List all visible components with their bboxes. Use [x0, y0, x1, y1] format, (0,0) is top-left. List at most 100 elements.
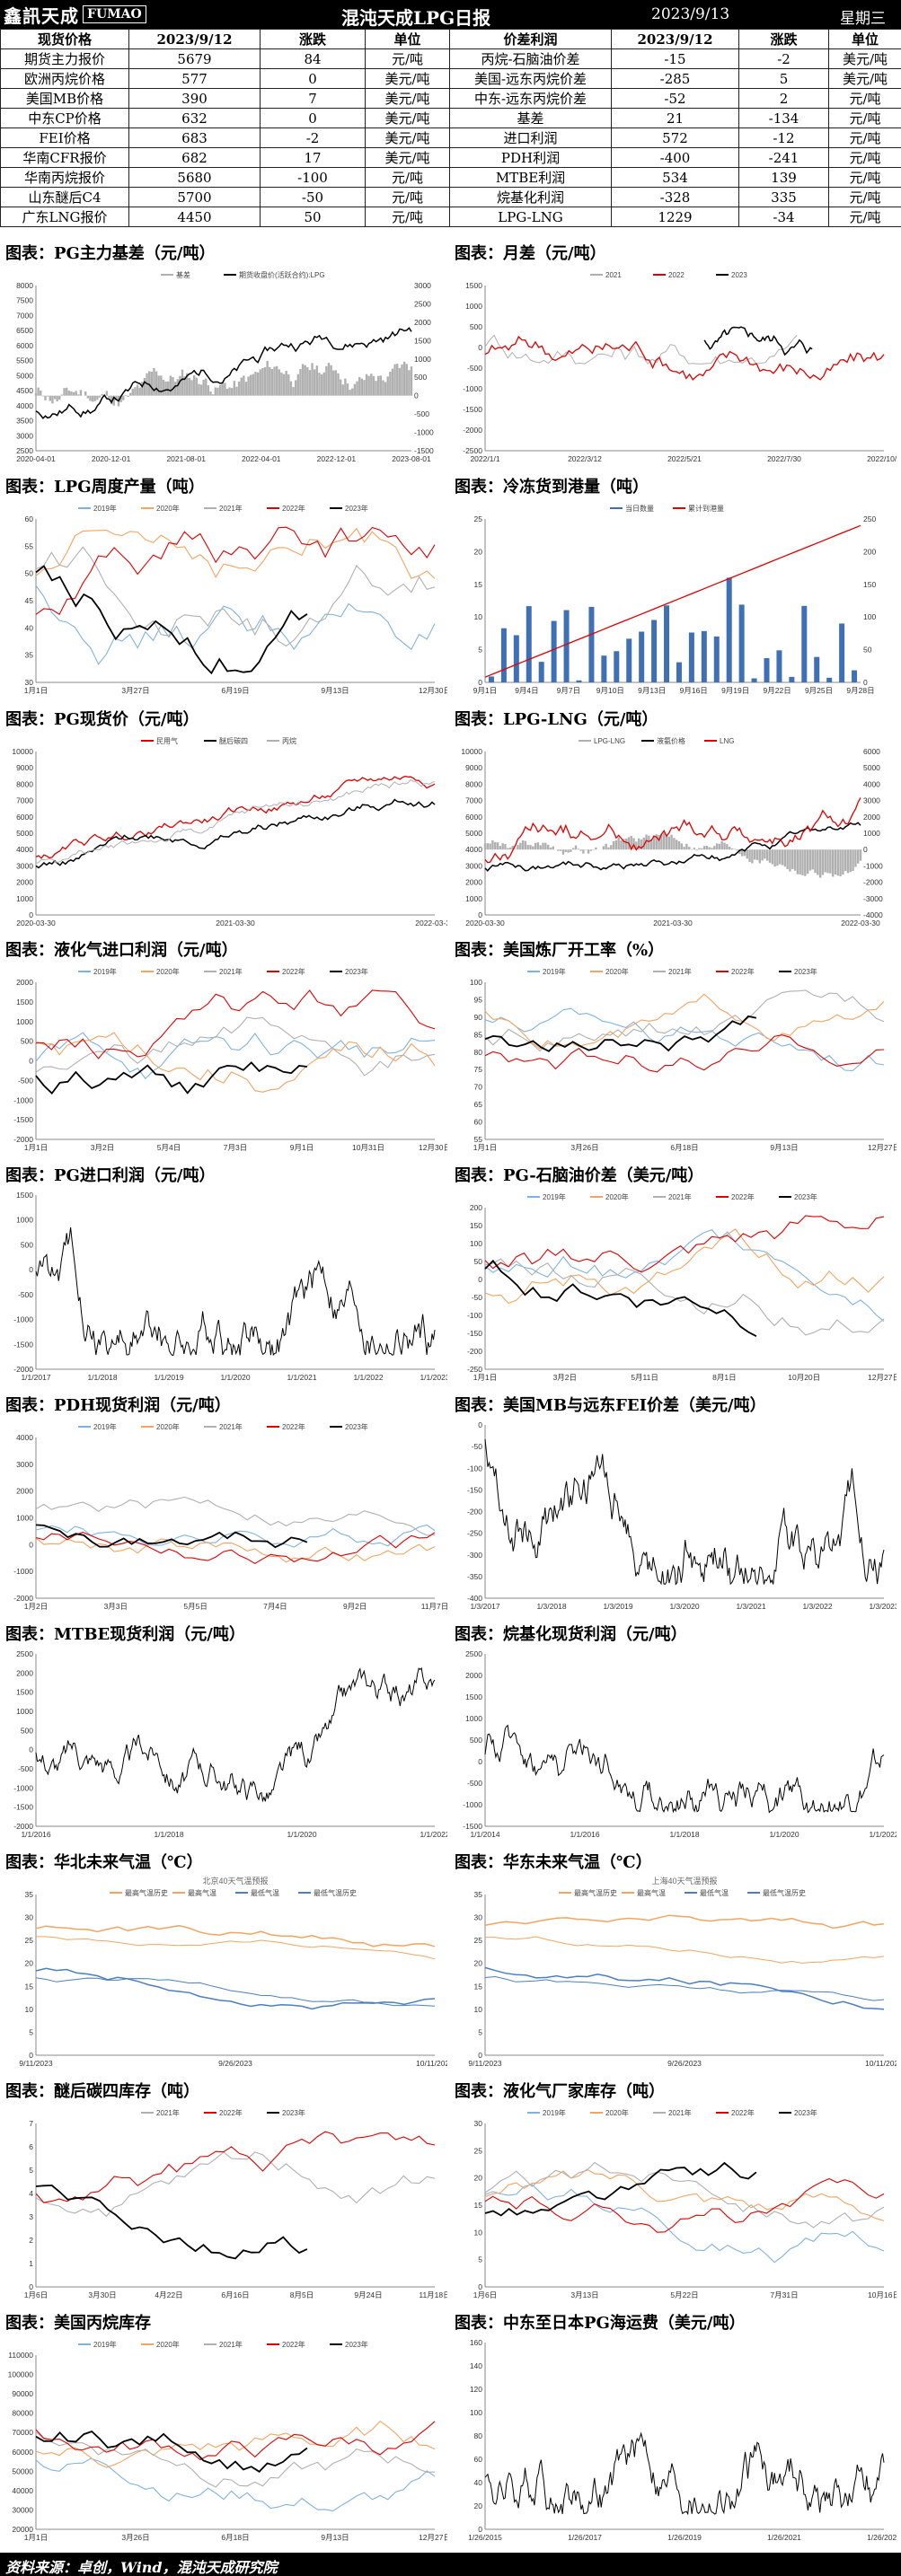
basis-bar: [259, 369, 261, 396]
x-tick-label: 1/1/2020: [287, 1830, 316, 1839]
x-tick-label: 9/11/2023: [468, 2059, 501, 2068]
basis-bar: [128, 392, 132, 396]
x-tick-label: 10/11/2023: [865, 2059, 897, 2068]
basis-bar: [353, 383, 357, 396]
y-tick-label: 6000: [16, 341, 33, 350]
arrival-bar: [839, 623, 845, 682]
spread-bar: [683, 847, 685, 850]
y2-tick-label: 6000: [863, 747, 880, 756]
legend-label: 2020年: [605, 967, 629, 976]
table-cell: 美元/吨: [365, 68, 450, 89]
spread-bar: [662, 832, 666, 850]
y-tick-label: -1500: [463, 1822, 482, 1831]
series-line: [35, 1977, 436, 2007]
x-tick-label: 1月1日: [24, 2533, 48, 2542]
plot-area: [483, 797, 862, 878]
table-header-cell: 2023/9/12: [611, 29, 739, 49]
legend-label: 2020年: [156, 1422, 180, 1431]
spread-bar: [561, 849, 565, 855]
arrival-bar: [639, 631, 645, 682]
series-line: [484, 822, 861, 872]
basis-bar: [110, 395, 113, 405]
basis-bar: [393, 364, 396, 396]
spread-bar: [834, 849, 837, 875]
basis-bar: [367, 375, 370, 396]
legend-label: 2021年: [219, 967, 243, 976]
spread-bar: [652, 835, 656, 850]
spread-bar: [564, 849, 567, 852]
chart-legend: 2021年 2022年 2023年: [141, 2108, 305, 2117]
spread-bar: [607, 847, 610, 850]
table-row: 期货主力报价 5679 84 元/吨 丙烷-石脑油价差 -15 -2 美元/吨: [0, 48, 901, 69]
chart-legend: 2021 2022 2023: [590, 271, 747, 279]
table-cell: 5680: [128, 167, 261, 188]
series-line: [35, 1016, 436, 1077]
legend-label: 2022年: [282, 1422, 305, 1431]
y-tick-label: 20: [474, 2501, 483, 2510]
x-tick-label: 1/26/2015: [468, 2533, 502, 2542]
basis-bar: [311, 363, 314, 396]
x-tick-label: 1/3/2021: [736, 1602, 765, 1611]
chart-svg: 2019年 2020年 2021年 2022年 2023年605550454035301…: [24, 504, 447, 695]
spread-bar: [766, 849, 769, 861]
y-tick-label: 60: [474, 2455, 483, 2464]
plot-area: [484, 326, 885, 381]
table-header-row: 现货价格 2023/9/12 涨跌 单位 价差利润 2023/9/12 涨跌 单位: [0, 29, 901, 49]
y-tick-label: 100000: [8, 2370, 34, 2379]
table-cell: 50: [260, 207, 366, 227]
series-line: [484, 1975, 885, 2001]
y-tick-label: -400: [467, 1594, 482, 1603]
y2-tick-label: 3000: [414, 281, 431, 290]
spread-bar: [511, 845, 515, 850]
chart-title: 图表：华北未来气温（℃）: [5, 1853, 203, 1872]
arrival-bar: [488, 676, 494, 682]
x-tick-label: 3月27日: [121, 686, 149, 695]
x-tick-label: 9月4日: [515, 686, 538, 695]
legend-label: 2021年: [668, 967, 692, 976]
series-line: [484, 1259, 757, 1337]
table-cell: 美元/吨: [365, 88, 450, 109]
basis-bar: [138, 387, 141, 396]
spread-bar: [852, 849, 854, 872]
spread-bar: [733, 848, 736, 850]
y2-tick-label: 3000: [863, 796, 880, 805]
y-tick-label: 55: [474, 1135, 483, 1144]
table-cell: 中东CP价格: [0, 108, 129, 128]
x-tick-label: 1/3/2020: [669, 1602, 699, 1611]
table-header-cell: 单位: [365, 29, 450, 49]
y-tick-label: 25: [474, 514, 483, 523]
arrival-bar: [688, 632, 694, 682]
spread-bar: [753, 849, 756, 860]
legend-label: 液氨价格: [657, 736, 685, 745]
series-line: [703, 326, 813, 356]
spread-bar: [574, 845, 578, 850]
spread-bar: [557, 849, 560, 851]
x-tick-label: 9月22日: [764, 686, 791, 695]
x-tick-label: 1/1/2018: [154, 1830, 183, 1839]
legend-label: 2023年: [345, 1422, 368, 1431]
basis-bar: [63, 388, 66, 396]
spread-bar: [507, 848, 509, 850]
basis-bar: [379, 375, 383, 396]
y-tick-label: 0: [478, 2525, 482, 2534]
table-cell: 烷基化利润: [449, 187, 612, 207]
company-logo: 鑫訊天成 FUMAO: [4, 3, 146, 27]
series-line: [35, 2131, 436, 2203]
spread-bar: [773, 849, 776, 867]
legend-label: 2021年: [668, 2108, 692, 2117]
x-tick-label: 5月11日: [631, 1373, 658, 1382]
x-tick-label: 5月4日: [157, 1143, 181, 1152]
basis-bar: [292, 387, 295, 396]
x-tick-label: 1/1/2016: [21, 1830, 50, 1839]
table-cell: PDH利润: [449, 147, 612, 168]
basis-bar: [391, 368, 394, 396]
spread-bar: [783, 849, 787, 867]
y-tick-label: -300: [467, 1551, 482, 1560]
basis-bar: [256, 372, 260, 396]
spread-bar: [751, 849, 754, 864]
spread-bar: [508, 847, 512, 850]
basis-bar: [231, 388, 234, 396]
arrival-bar: [726, 577, 732, 682]
basis-bar: [389, 371, 392, 396]
x-tick-label: 9月1日: [290, 1143, 314, 1152]
